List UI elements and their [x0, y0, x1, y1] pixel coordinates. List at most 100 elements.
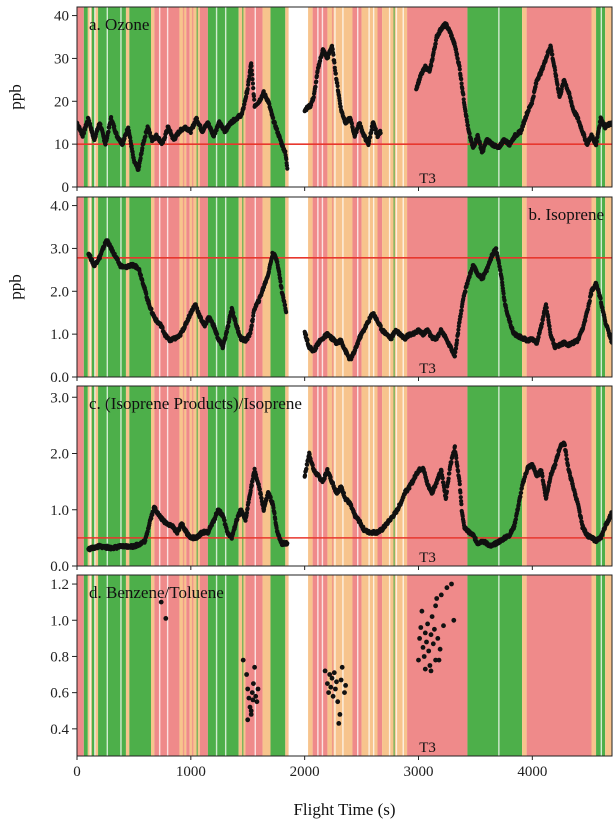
stripe — [591, 575, 597, 756]
data-point — [539, 324, 544, 329]
data-point — [305, 338, 310, 343]
stripe — [270, 386, 286, 566]
stripe-line — [357, 386, 359, 566]
data-point — [273, 517, 278, 522]
stripe — [125, 197, 130, 377]
x-tick-label: 1000 — [176, 764, 206, 780]
data-point — [458, 311, 463, 316]
stripe — [605, 575, 612, 756]
data-point — [564, 457, 570, 462]
data-point — [88, 253, 93, 258]
stripe — [262, 197, 271, 377]
data-point — [436, 657, 442, 663]
data-point — [342, 690, 347, 695]
data-point — [231, 310, 236, 315]
stripe — [270, 575, 286, 756]
stripe — [308, 7, 313, 187]
data-point — [333, 686, 338, 692]
data-point — [544, 305, 549, 310]
y-tick-label: 0 — [62, 180, 70, 196]
stripe — [467, 7, 523, 187]
stripe-line — [331, 386, 334, 566]
data-point — [333, 71, 338, 76]
stripe — [605, 197, 612, 377]
stripe — [186, 575, 190, 756]
data-point — [455, 464, 460, 469]
data-point — [188, 130, 193, 135]
data-point — [252, 466, 257, 471]
stripe — [98, 7, 126, 187]
data-point — [378, 323, 383, 329]
data-point — [453, 350, 458, 355]
stripe — [179, 7, 187, 187]
data-point — [143, 134, 148, 139]
data-points — [158, 581, 457, 726]
data-point — [331, 52, 336, 57]
data-point — [257, 298, 262, 303]
data-point — [465, 119, 470, 125]
data-point — [246, 82, 251, 87]
stripe — [285, 386, 289, 566]
data-point — [147, 130, 153, 135]
data-point — [257, 487, 262, 492]
stripe-line — [317, 197, 319, 377]
stripe-line — [498, 575, 500, 756]
stripe — [591, 7, 597, 187]
stripe-line — [106, 386, 108, 566]
y-tick-label: 10 — [54, 137, 69, 153]
data-point — [160, 325, 165, 331]
data-point — [337, 712, 343, 717]
data-point — [252, 664, 257, 670]
data-point — [335, 699, 341, 705]
stripe-line — [158, 7, 161, 187]
stripe — [285, 7, 289, 187]
region-label-t3: T3 — [419, 361, 436, 377]
stripe-line — [334, 575, 336, 756]
data-point — [140, 146, 145, 151]
stripe — [288, 197, 309, 377]
stripe — [312, 197, 328, 377]
data-point — [250, 72, 255, 77]
data-point — [435, 636, 441, 641]
data-point — [458, 495, 463, 500]
stripe-line — [166, 197, 169, 377]
stripe-line — [498, 197, 500, 377]
data-point — [251, 86, 256, 91]
data-point — [274, 126, 280, 131]
stripe — [270, 7, 286, 187]
data-point — [457, 482, 462, 487]
stripe — [285, 575, 289, 756]
stripe-line — [215, 575, 218, 756]
data-point — [456, 331, 461, 336]
data-point — [459, 502, 464, 507]
stripe — [179, 575, 187, 756]
data-point — [311, 95, 316, 100]
data-point — [449, 581, 454, 587]
data-point — [251, 681, 256, 686]
data-point — [284, 157, 289, 162]
data-point — [419, 608, 425, 614]
data-point — [444, 489, 449, 494]
stripe-line — [334, 7, 336, 187]
data-point — [272, 120, 277, 125]
data-point — [81, 130, 87, 136]
stripe-line — [334, 386, 336, 566]
stripe-line — [196, 575, 198, 756]
data-point — [427, 663, 433, 668]
data-point — [338, 104, 343, 109]
stripe-line — [368, 197, 370, 377]
stripe-line — [393, 386, 395, 566]
stripe — [189, 197, 200, 377]
y-tick-label: 40 — [54, 9, 69, 25]
stripe-line — [321, 197, 324, 377]
stripe — [189, 575, 200, 756]
data-point — [437, 646, 443, 652]
stripe-line — [372, 386, 375, 566]
data-point — [425, 621, 430, 627]
data-point — [272, 511, 277, 516]
data-point — [198, 123, 203, 128]
data-point — [279, 285, 284, 290]
data-point — [302, 473, 308, 478]
data-point — [271, 505, 276, 510]
data-point — [433, 657, 438, 663]
